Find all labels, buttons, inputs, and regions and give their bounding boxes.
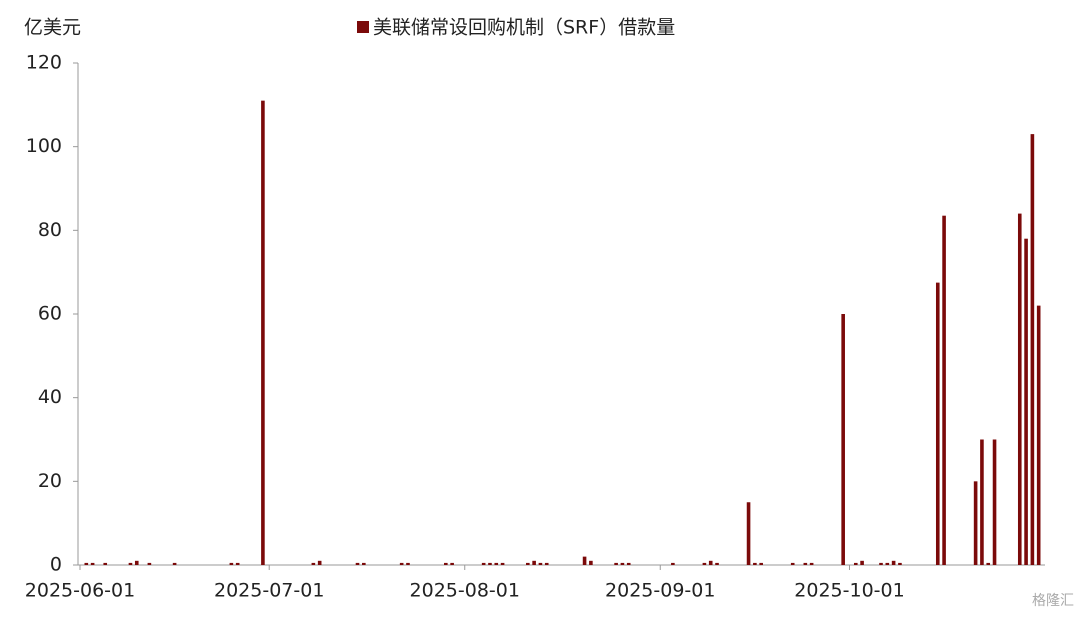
legend-swatch — [357, 21, 369, 33]
y-tick-label: 20 — [38, 470, 62, 492]
bar — [582, 556, 587, 565]
x-tick-label: 2025-09-01 — [605, 580, 715, 602]
bar — [488, 562, 492, 565]
bar — [715, 562, 719, 565]
bar — [980, 439, 984, 565]
bar — [84, 562, 89, 565]
bar — [147, 562, 152, 565]
bar — [759, 562, 763, 565]
bar — [620, 562, 625, 565]
bar — [589, 560, 593, 565]
y-tick-label: 40 — [38, 386, 62, 408]
bar — [90, 562, 95, 565]
bar — [261, 100, 265, 566]
bar — [891, 560, 896, 565]
bar — [406, 562, 410, 565]
bar — [1036, 305, 1041, 565]
bar — [973, 481, 978, 565]
bar — [1017, 213, 1022, 565]
bar — [841, 314, 845, 565]
bar — [355, 562, 360, 565]
y-tick-label: 120 — [26, 52, 62, 74]
bar — [753, 562, 757, 565]
bar — [809, 562, 814, 565]
bar — [538, 562, 543, 565]
bar — [311, 562, 316, 565]
bar — [935, 282, 940, 565]
bar — [399, 562, 404, 565]
bar — [702, 562, 707, 565]
legend-label: 美联储常设回购机制（SRF）借款量 — [373, 17, 675, 39]
bar — [500, 562, 505, 565]
bar — [860, 560, 864, 565]
y-tick-label: 0 — [50, 554, 62, 576]
bar — [481, 562, 486, 565]
bar — [229, 562, 234, 565]
bar — [444, 562, 448, 565]
bar — [362, 562, 366, 565]
bar — [853, 562, 858, 565]
bar — [1030, 134, 1035, 565]
y-tick-label: 100 — [26, 135, 62, 157]
bar — [526, 562, 530, 565]
bar — [879, 562, 883, 565]
bar — [885, 562, 890, 565]
bar — [790, 562, 795, 565]
bar — [532, 560, 536, 565]
y-tick-label: 60 — [38, 303, 62, 325]
bar — [671, 562, 675, 565]
bar — [614, 562, 618, 565]
watermark: 格隆汇 — [1032, 593, 1074, 609]
bar — [172, 562, 177, 565]
bar — [898, 562, 902, 565]
x-tick-label: 2025-08-01 — [410, 580, 520, 602]
bar — [626, 562, 631, 565]
x-tick-label: 2025-06-01 — [25, 580, 135, 602]
bar — [942, 215, 946, 566]
y-tick-label: 80 — [38, 219, 62, 241]
bar — [128, 562, 133, 565]
bar — [317, 560, 322, 565]
bar — [986, 562, 991, 565]
bar — [103, 562, 108, 565]
bar — [992, 439, 997, 565]
bar — [544, 562, 549, 565]
bar — [803, 562, 808, 565]
bar — [235, 562, 240, 565]
x-tick-label: 2025-07-01 — [214, 580, 324, 602]
bar — [708, 560, 713, 565]
y-axis-label: 亿美元 — [24, 17, 81, 39]
x-tick-label: 2025-10-01 — [794, 580, 904, 602]
bar — [1024, 238, 1028, 565]
bar — [494, 562, 499, 565]
bar — [450, 562, 454, 565]
bar — [746, 502, 751, 565]
bar — [134, 560, 139, 565]
